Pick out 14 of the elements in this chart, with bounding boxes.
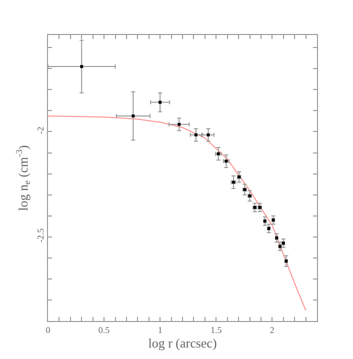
- line-series: [48, 115, 306, 311]
- y-tick-label: -2.5: [35, 228, 46, 243]
- x-tick-label: 1.5: [210, 324, 222, 335]
- x-tick-label: 0: [46, 324, 51, 335]
- y-tick-label: -2: [35, 126, 46, 134]
- x-tick-label: 1: [158, 324, 162, 335]
- point: [206, 133, 210, 136]
- point: [132, 114, 135, 118]
- point: [80, 65, 84, 68]
- point: [178, 122, 181, 126]
- x-axis-title: log r (arcsec): [148, 335, 217, 350]
- point: [194, 133, 198, 136]
- x-tick-label: 2: [270, 324, 274, 335]
- x-tick-label: 0.5: [98, 324, 110, 335]
